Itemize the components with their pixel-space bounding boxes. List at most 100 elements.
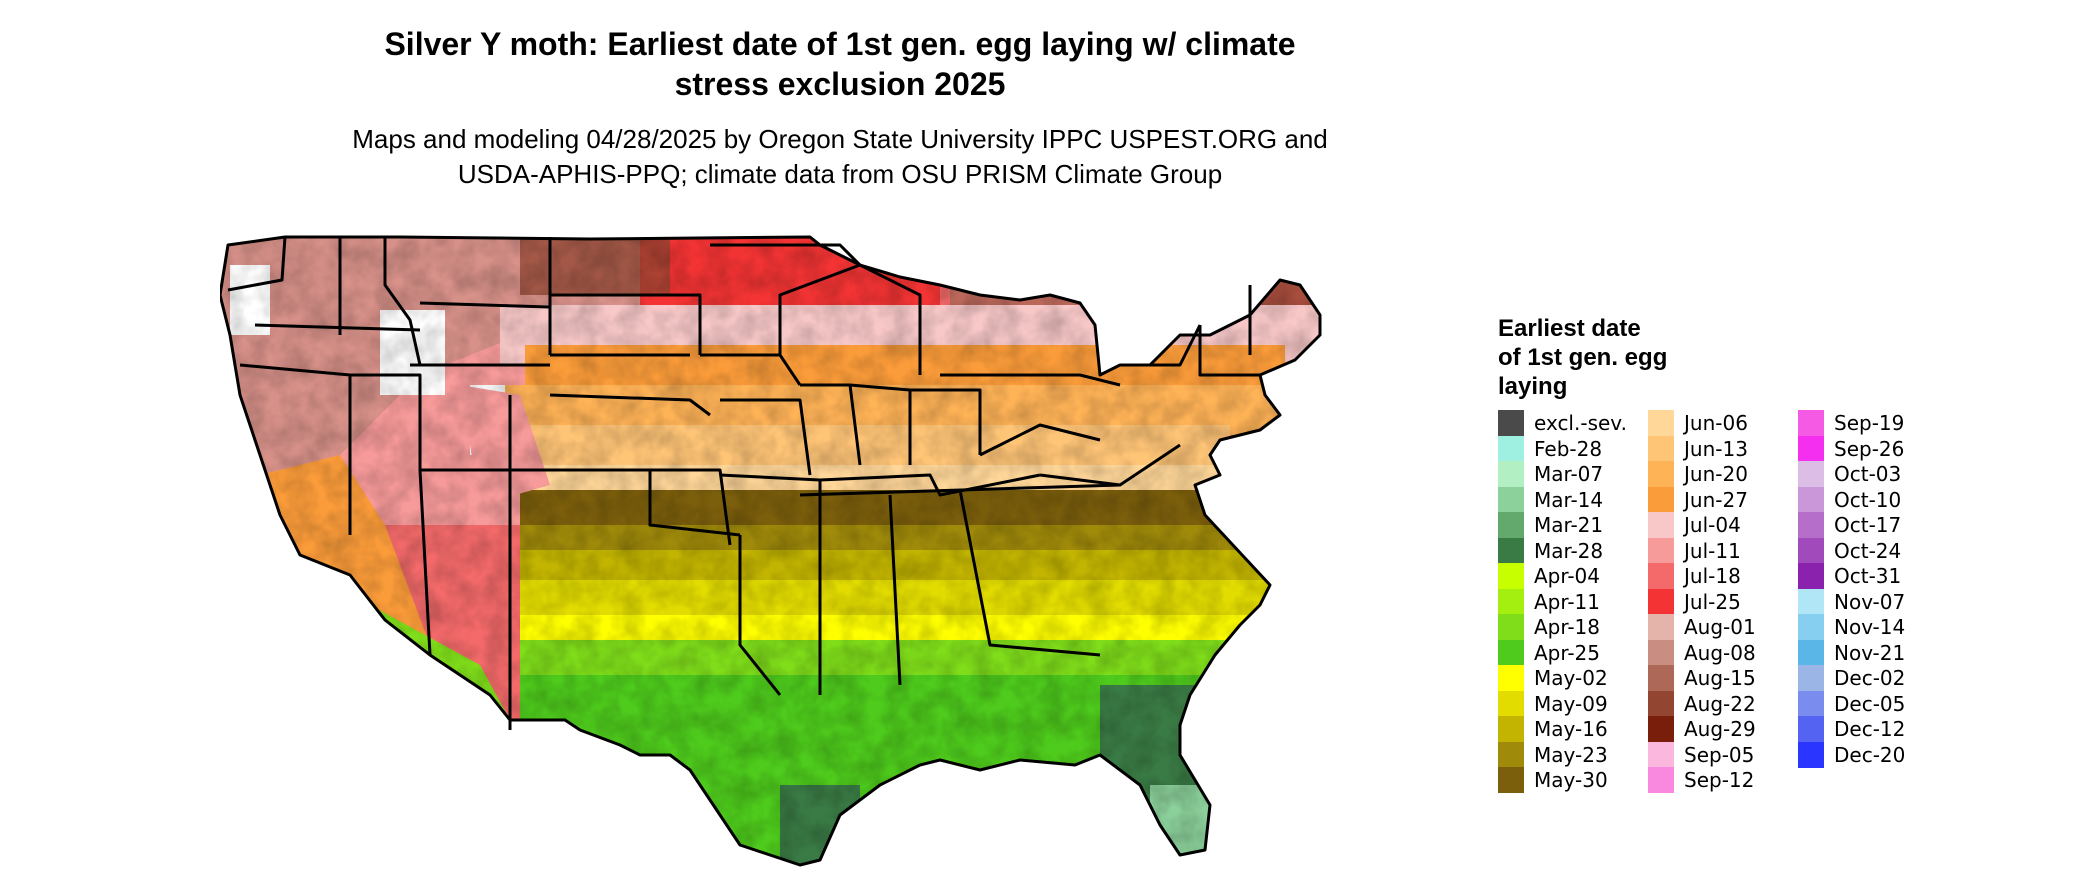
legend-item: Aug-01 xyxy=(1648,614,1756,640)
legend-item: Dec-20 xyxy=(1798,741,1906,768)
legend-swatch xyxy=(1798,665,1824,691)
legend-label: Aug-08 xyxy=(1684,640,1756,665)
legend-label: Apr-18 xyxy=(1534,615,1600,639)
legend-swatch xyxy=(1498,614,1524,640)
legend-label: Dec-20 xyxy=(1834,742,1906,767)
legend-item: Sep-12 xyxy=(1648,767,1754,793)
border-or-id xyxy=(254,323,421,332)
legend-label: Mar-07 xyxy=(1534,462,1604,486)
legend-item: Jun-20 xyxy=(1648,461,1748,487)
legend-title-line-3: laying xyxy=(1498,373,1568,400)
border-va-nc xyxy=(1039,443,1181,487)
legend-title-line-1: Earliest date xyxy=(1498,315,1641,342)
legend-swatch xyxy=(1498,563,1524,589)
legend-item: Jun-27 xyxy=(1648,486,1748,513)
legend-label: Feb-28 xyxy=(1534,436,1603,461)
legend-swatch xyxy=(1648,741,1674,768)
legend-label: Aug-22 xyxy=(1684,691,1756,716)
map-color-bands xyxy=(220,237,1320,865)
legend-swatch xyxy=(1648,563,1674,589)
legend-swatch xyxy=(1648,588,1674,615)
legend-label: Oct-10 xyxy=(1834,487,1902,512)
legend-label: Apr-11 xyxy=(1534,589,1600,614)
legend-item: Oct-31 xyxy=(1798,563,1901,589)
legend-item: May-30 xyxy=(1498,767,1608,793)
legend-swatch xyxy=(1648,486,1674,513)
border-al-ga xyxy=(888,494,902,686)
legend-item: Feb-28 xyxy=(1498,435,1603,462)
legend-item: Sep-05 xyxy=(1648,741,1754,768)
legend-swatch xyxy=(1648,767,1674,793)
legend-item: Dec-05 xyxy=(1798,690,1905,717)
map-title-line-2: stress exclusion 2025 xyxy=(674,66,1006,102)
us-map-svg xyxy=(220,235,1322,867)
border-id-mt xyxy=(383,237,422,366)
legend-label: Jun-27 xyxy=(1684,487,1748,512)
legend-label: Dec-02 xyxy=(1834,666,1906,690)
map-subtitle-line-1: Maps and modeling 04/28/2025 by Oregon S… xyxy=(352,124,1328,154)
legend-swatch xyxy=(1498,716,1524,742)
legend-swatch xyxy=(1798,563,1824,589)
legend-swatch xyxy=(1648,461,1674,487)
legend-label: excl.-sev. xyxy=(1534,411,1627,435)
legend-item: Aug-29 xyxy=(1648,716,1756,742)
legend-swatch xyxy=(1798,512,1824,538)
border-ne-ks xyxy=(549,393,711,417)
legend-item: Aug-15 xyxy=(1648,665,1756,691)
legend-swatch xyxy=(1798,614,1824,640)
legend-item: Jul-25 xyxy=(1648,588,1741,615)
legend-swatch xyxy=(1648,435,1674,462)
legend-label: May-09 xyxy=(1534,691,1608,716)
legend-item: Oct-24 xyxy=(1798,537,1902,564)
legend-swatch xyxy=(1498,537,1524,564)
legend-label: Dec-12 xyxy=(1834,717,1906,741)
legend-swatch xyxy=(1498,767,1524,793)
legend-item: Jun-06 xyxy=(1648,410,1748,436)
legend-title: Earliest date of 1st gen. egg laying xyxy=(1498,314,1718,401)
legend-item: Sep-19 xyxy=(1798,410,1904,436)
legend-swatch xyxy=(1798,741,1824,768)
legend-item: May-02 xyxy=(1498,665,1608,691)
legend-label: May-16 xyxy=(1534,717,1608,741)
legend-item: Nov-14 xyxy=(1798,614,1905,640)
legend-swatch xyxy=(1648,716,1674,742)
legend-swatch xyxy=(1648,537,1674,564)
legend-swatch xyxy=(1798,690,1824,717)
legend-label: Jul-25 xyxy=(1684,589,1741,614)
border-ny-ne xyxy=(1120,324,1202,367)
legend-item: Aug-08 xyxy=(1648,639,1756,666)
border-nd-mn xyxy=(550,293,702,355)
legend-label: Nov-14 xyxy=(1834,615,1906,639)
border-in-oh xyxy=(910,388,982,455)
legend-swatch xyxy=(1498,588,1524,615)
legend-title-line-2: of 1st gen. egg xyxy=(1498,344,1668,371)
legend-label: Jul-18 xyxy=(1684,564,1741,588)
map-subtitle-line-2: USDA-APHIS-PPQ; climate data from OSU PR… xyxy=(457,159,1223,189)
legend-label: May-02 xyxy=(1534,666,1608,690)
border-new-england xyxy=(1198,325,1260,377)
map-title-line-1: Silver Y moth: Earliest date of 1st gen.… xyxy=(384,26,1296,62)
legend-item: Jul-11 xyxy=(1648,537,1741,564)
legend-item: Oct-10 xyxy=(1798,486,1902,513)
legend-label: Jun-13 xyxy=(1684,436,1748,461)
border-ks-ok xyxy=(530,468,732,546)
legend-item: May-23 xyxy=(1498,741,1608,768)
border-wa-or xyxy=(227,236,287,292)
legend-label: Jun-06 xyxy=(1684,411,1748,435)
legend-item: Nov-07 xyxy=(1798,588,1906,615)
map-title: Silver Y moth: Earliest date of 1st gen.… xyxy=(240,24,1440,104)
legend-swatch xyxy=(1798,639,1824,666)
legend-swatch xyxy=(1798,537,1824,564)
legend-item: Apr-25 xyxy=(1498,639,1600,666)
legend-label: Nov-07 xyxy=(1834,589,1906,614)
legend-swatch xyxy=(1648,614,1674,640)
legend-label: Oct-24 xyxy=(1834,538,1902,563)
legend-item: Apr-11 xyxy=(1498,588,1600,615)
legend-item: Mar-21 xyxy=(1498,512,1603,538)
legend-swatch xyxy=(1648,690,1674,717)
legend-item: Jul-04 xyxy=(1648,512,1741,538)
legend-item: Mar-14 xyxy=(1498,486,1603,513)
border-wi-mi xyxy=(859,263,922,375)
legend-swatch xyxy=(1498,639,1524,666)
legend-label: Sep-26 xyxy=(1834,436,1905,461)
